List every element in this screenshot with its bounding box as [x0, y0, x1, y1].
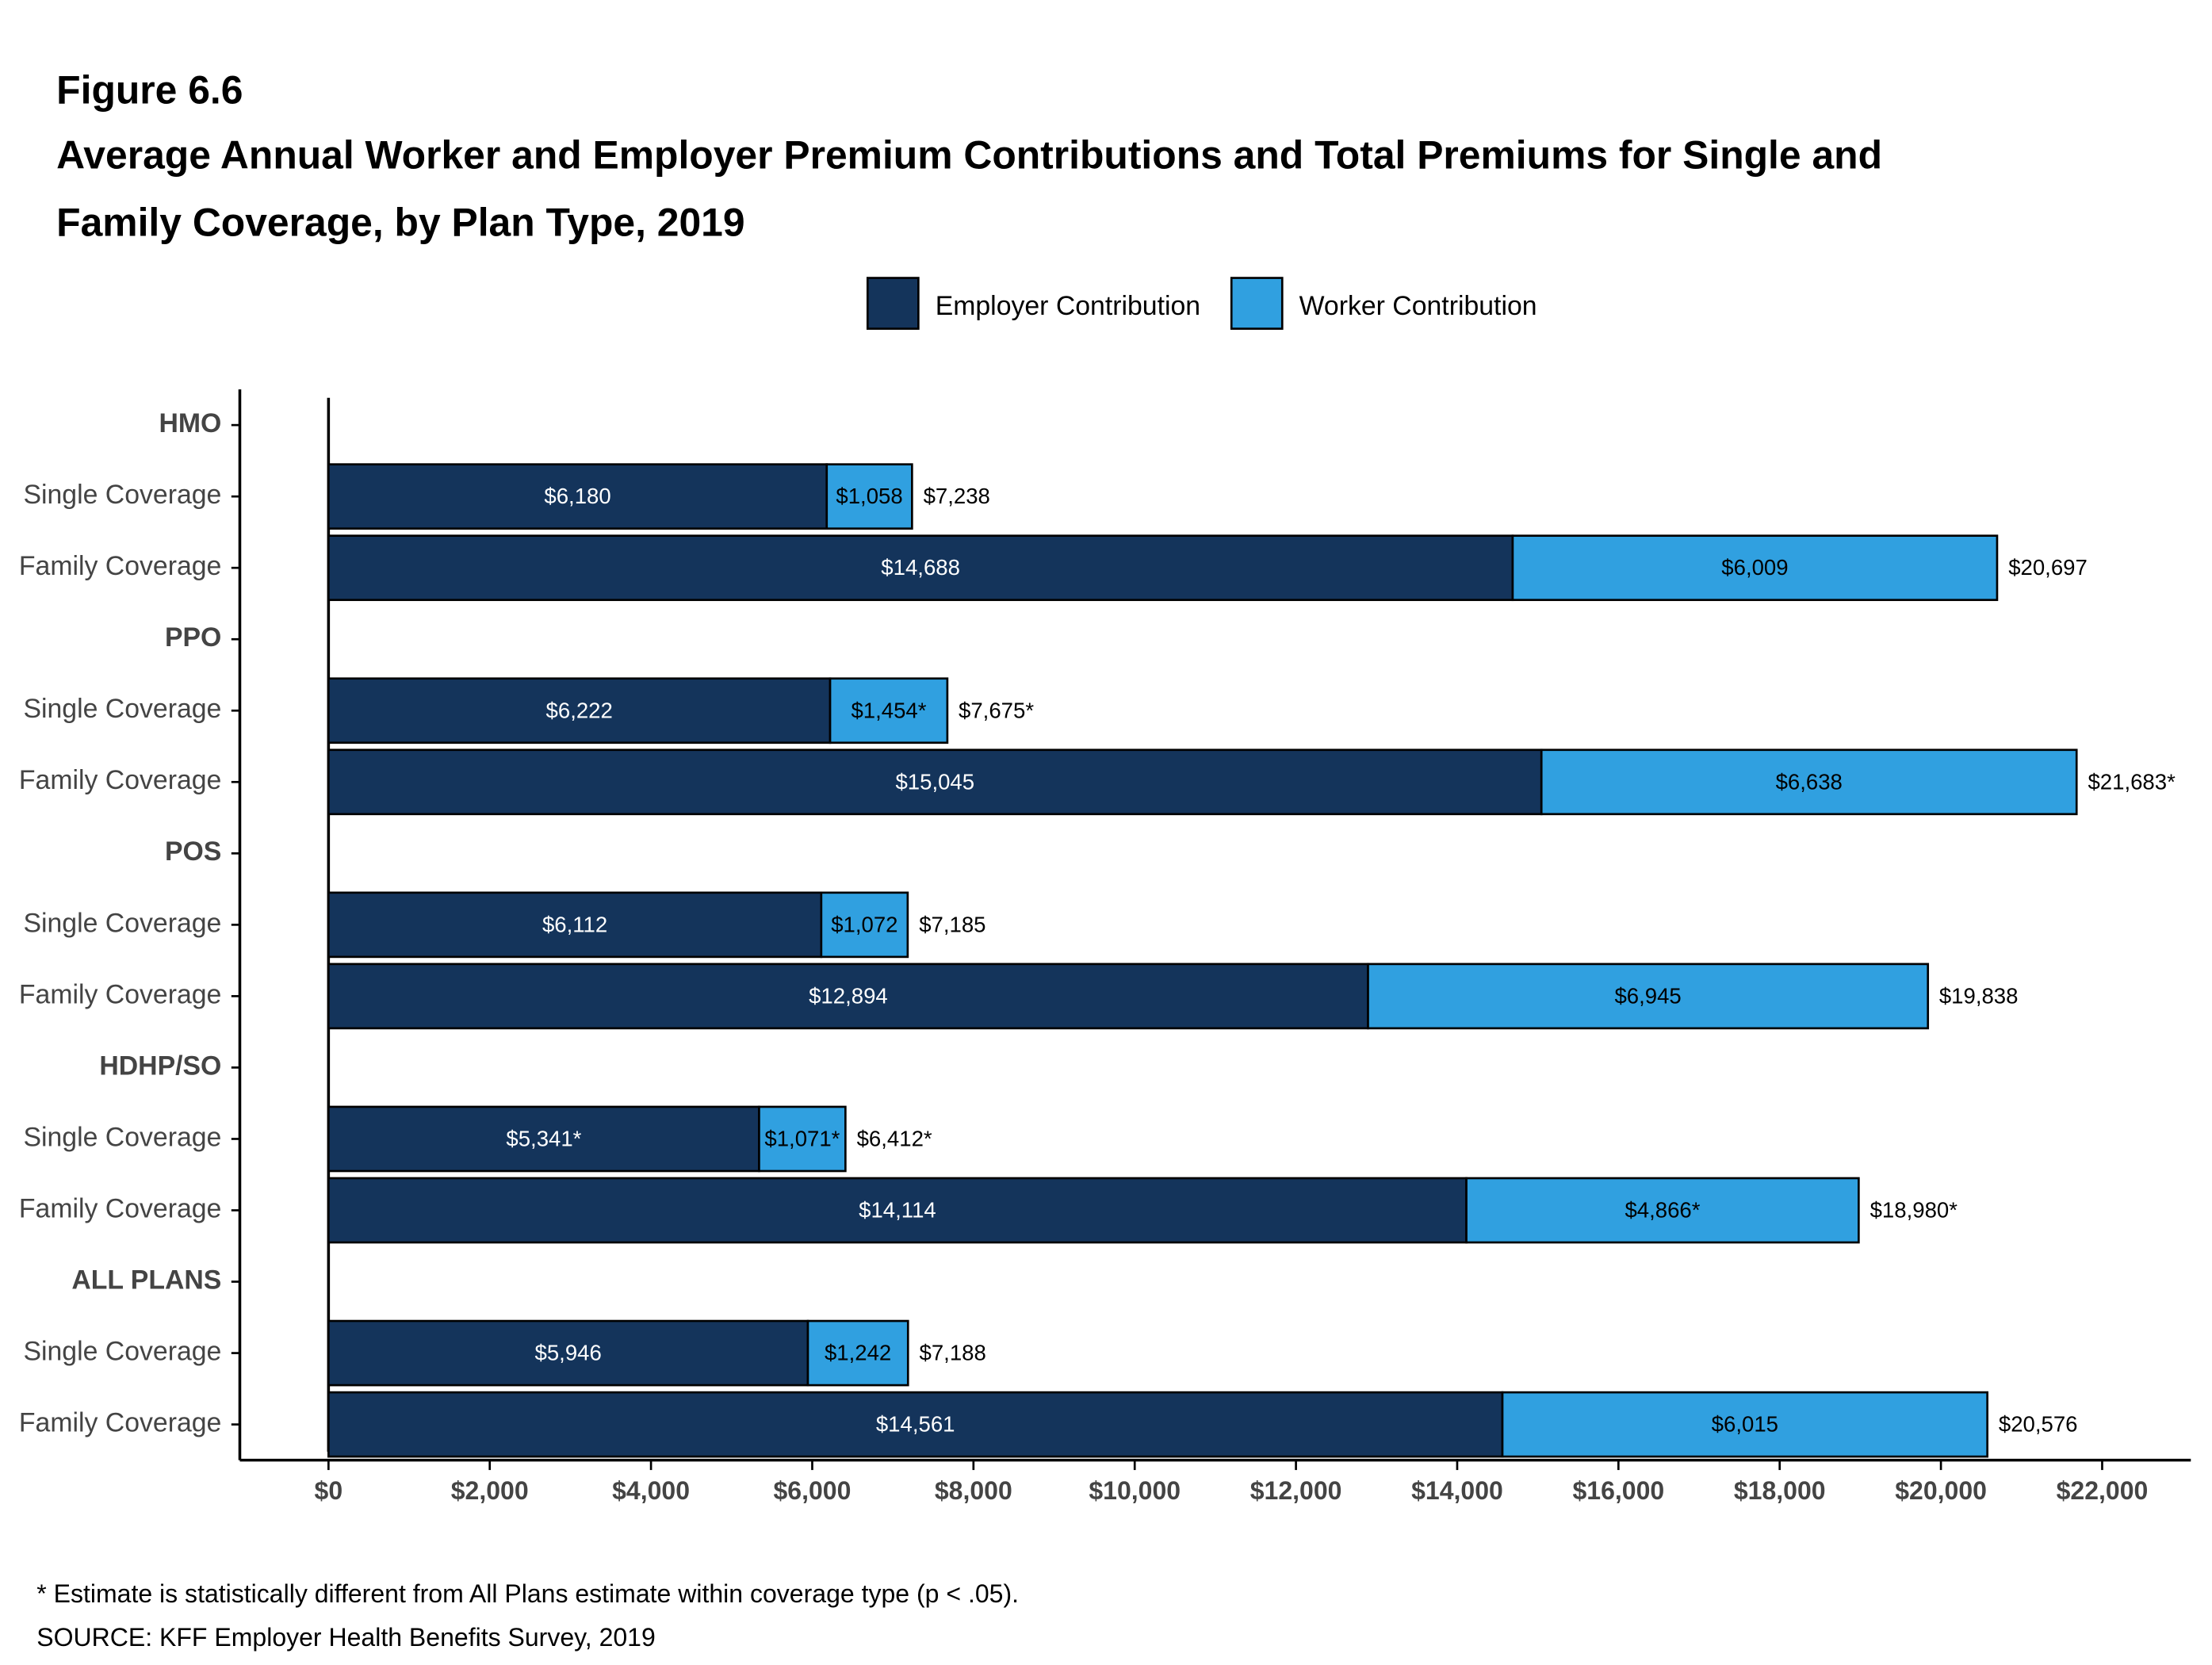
- value-label: $6,945: [1614, 983, 1681, 1008]
- group-label: HMO: [159, 408, 221, 438]
- total-label: $21,683*: [2088, 769, 2176, 794]
- total-label: $7,188: [920, 1341, 986, 1365]
- value-label: $5,946: [535, 1341, 602, 1365]
- value-label: $1,071*: [764, 1127, 840, 1151]
- value-label: $14,688: [881, 555, 960, 580]
- bar-segment: [825, 463, 913, 530]
- value-label: $14,114: [859, 1198, 936, 1223]
- y-tick-label: Single Coverage: [23, 694, 221, 724]
- value-label: $1,072: [831, 912, 897, 936]
- x-tick-label: $4,000: [612, 1476, 690, 1505]
- total-label: $18,980*: [1870, 1198, 1958, 1223]
- bar-segment: [1540, 748, 2078, 816]
- x-tick-label: $10,000: [1089, 1476, 1181, 1505]
- total-label: $20,576: [1999, 1412, 2078, 1437]
- group-label: PPO: [165, 622, 221, 653]
- value-label: $6,638: [1776, 769, 1843, 794]
- legend-swatch: [866, 277, 920, 330]
- footnote: * Estimate is statistically different fr…: [36, 1579, 1019, 1608]
- legend-label: Employer Contribution: [936, 291, 1200, 321]
- bar-segment: [327, 1105, 760, 1173]
- total-label: $20,697: [2008, 555, 2088, 580]
- bar-segment: [327, 1177, 1468, 1244]
- y-tick-label: Family Coverage: [19, 551, 221, 581]
- value-label: $5,341*: [506, 1127, 581, 1151]
- y-tick-label: Single Coverage: [23, 1336, 221, 1366]
- value-label: $6,112: [542, 912, 607, 936]
- bar-segment: [327, 963, 1369, 1030]
- x-tick-label: $14,000: [1411, 1476, 1503, 1505]
- y-tick-label: Family Coverage: [19, 1408, 221, 1438]
- bar-segment: [806, 1319, 909, 1387]
- x-tick-label: $22,000: [2057, 1476, 2149, 1505]
- value-label: $1,242: [825, 1341, 891, 1365]
- value-label: $6,180: [544, 484, 610, 508]
- value-label: $6,009: [1721, 555, 1788, 580]
- bar-segment: [1511, 534, 1999, 602]
- total-label: $7,238: [924, 484, 990, 508]
- chart-title: Average Annual Worker and Employer Premi…: [56, 132, 1882, 244]
- bar-segment: [327, 1319, 809, 1387]
- value-label: $14,561: [876, 1412, 955, 1437]
- y-tick-label: Family Coverage: [19, 1193, 221, 1223]
- bar-segment: [1367, 963, 1930, 1030]
- bar-segment: [1501, 1391, 1988, 1458]
- y-tick-label: Family Coverage: [19, 979, 221, 1009]
- value-label: $6,015: [1712, 1412, 1778, 1437]
- x-tick-label: $2,000: [451, 1476, 529, 1505]
- bar-segment: [758, 1105, 847, 1173]
- bar-segment: [829, 677, 949, 744]
- source: SOURCE: KFF Employer Health Benefits Sur…: [36, 1623, 656, 1652]
- x-tick-label: $8,000: [935, 1476, 1012, 1505]
- total-label: $19,838: [1939, 983, 2019, 1008]
- group-label: HDHP/SO: [99, 1051, 221, 1081]
- bar-segment: [327, 534, 1514, 602]
- value-label: $12,894: [809, 983, 888, 1008]
- y-tick-label: Single Coverage: [23, 480, 221, 510]
- total-label: $7,675*: [959, 698, 1034, 722]
- bar-segment: [1465, 1177, 1860, 1244]
- x-tick-label: $0: [315, 1476, 343, 1505]
- value-label: $6,222: [546, 698, 613, 722]
- value-label: $15,045: [895, 769, 974, 794]
- legend-swatch: [1230, 277, 1284, 330]
- bar-segment: [327, 891, 823, 959]
- bar-segment: [820, 891, 909, 959]
- bar-segment: [327, 1391, 1504, 1458]
- y-tick-label: Single Coverage: [23, 1122, 221, 1152]
- x-tick-label: $20,000: [1895, 1476, 1987, 1505]
- value-label: $4,866*: [1625, 1198, 1700, 1223]
- group-label: ALL PLANS: [71, 1265, 221, 1295]
- total-label: $6,412*: [857, 1127, 932, 1151]
- total-label: $7,185: [919, 912, 985, 936]
- x-tick-label: $18,000: [1734, 1476, 1826, 1505]
- x-tick-label: $6,000: [773, 1476, 851, 1505]
- value-label: $1,058: [836, 484, 902, 508]
- value-label: $1,454*: [851, 698, 926, 722]
- y-tick-label: Family Coverage: [19, 765, 221, 795]
- x-tick-label: $12,000: [1250, 1476, 1342, 1505]
- legend: Employer Contribution Worker Contribution: [866, 277, 1537, 330]
- legend-label: Worker Contribution: [1299, 291, 1537, 321]
- group-label: POS: [165, 836, 221, 867]
- y-tick-label: Single Coverage: [23, 908, 221, 938]
- bar-segment: [327, 463, 829, 530]
- figure-label: Figure 6.6: [56, 68, 243, 113]
- x-tick-label: $16,000: [1572, 1476, 1664, 1505]
